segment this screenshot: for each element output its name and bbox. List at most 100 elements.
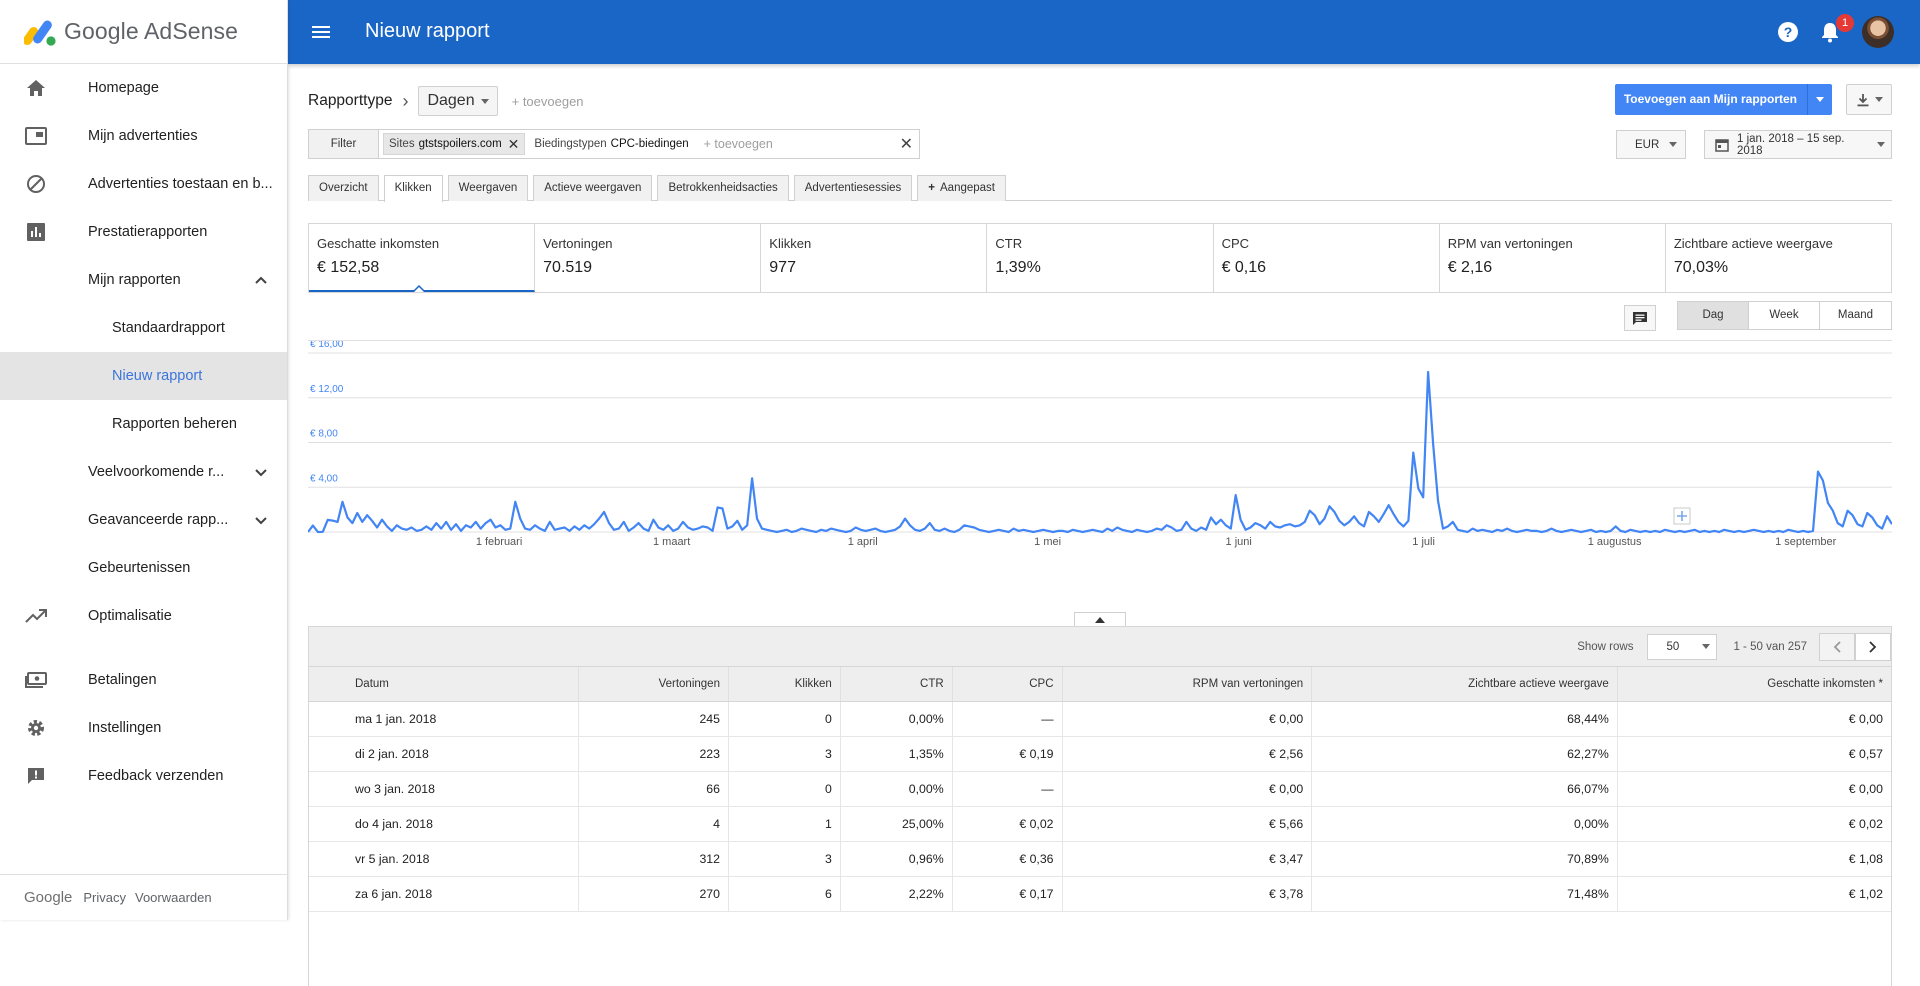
filter-chip-sites[interactable]: Sites gtstspoilers.com ✕	[383, 133, 525, 155]
add-dimension-link[interactable]: + toevoegen	[512, 94, 584, 109]
terms-link[interactable]: Voorwaarden	[135, 890, 212, 905]
chevron-up-icon[interactable]	[251, 270, 271, 290]
metric-value: 70,03%	[1674, 259, 1883, 277]
clear-filters-icon[interactable]: ✕	[900, 134, 913, 154]
feedback-icon	[24, 765, 48, 787]
filter-chip-value: gtstspoilers.com	[419, 138, 502, 150]
sidebar-item-feedback[interactable]: Feedback verzenden	[0, 752, 287, 800]
trending-up-icon	[24, 605, 48, 627]
filter-button[interactable]: Filter	[309, 130, 379, 158]
tab-custom[interactable]: +Aangepast	[917, 175, 1006, 201]
dimension-select[interactable]: Dagen	[418, 86, 497, 116]
metric-value: 977	[769, 259, 978, 277]
column-header-cpc[interactable]: CPC	[952, 667, 1062, 701]
metric-estimated-earnings[interactable]: Geschatte inkomsten € 152,58	[309, 224, 535, 292]
metric-rpm[interactable]: RPM van vertoningen € 2,16	[1440, 224, 1666, 292]
metric-label: CPC	[1222, 236, 1431, 251]
table-cell-impressions: 312	[579, 841, 729, 876]
collapse-chart-button[interactable]	[1074, 612, 1126, 626]
privacy-link[interactable]: Privacy	[83, 890, 126, 905]
tab-active-views[interactable]: Actieve weergaven	[533, 175, 652, 201]
tab-engagement-actions[interactable]: Betrokkenheidsacties	[657, 175, 788, 201]
table-cell-impressions: 66	[579, 771, 729, 806]
filter-chip-bid-types[interactable]: Biedingstypen CPC-biedingen	[529, 133, 693, 155]
tab-overview[interactable]: Overzicht	[308, 175, 379, 201]
date-range-picker[interactable]: 1 jan. 2018 – 15 sep. 2018	[1704, 130, 1892, 159]
table-cell-date: za 6 jan. 2018	[309, 876, 579, 911]
sidebar-item-events[interactable]: Gebeurtenissen	[0, 544, 287, 592]
sidebar-item-my-reports[interactable]: Mijn rapporten	[0, 256, 287, 304]
sidebar-item-new-report[interactable]: Nieuw rapport	[0, 352, 287, 400]
column-header-date[interactable]: Datum	[309, 667, 579, 701]
metric-ctr[interactable]: CTR 1,39%	[987, 224, 1213, 292]
dropdown-caret-icon	[1816, 97, 1824, 102]
table-cell-earnings: € 0,02	[1617, 806, 1891, 841]
metric-impressions[interactable]: Vertoningen 70.519	[535, 224, 761, 292]
metric-label: Vertoningen	[543, 236, 752, 251]
sidebar-item-advanced-reports[interactable]: Geavanceerde rapp...	[0, 496, 287, 544]
chevron-down-icon[interactable]	[251, 462, 271, 482]
sidebar-item-payments[interactable]: Betalingen	[0, 656, 287, 704]
sidebar-item-optimization[interactable]: Optimalisatie	[0, 592, 287, 640]
metric-cpc[interactable]: CPC € 0,16	[1214, 224, 1440, 292]
previous-page-button[interactable]	[1819, 633, 1855, 661]
filter-add-input[interactable]: + toevoegen	[704, 137, 773, 151]
add-annotation-marker[interactable]	[1674, 508, 1690, 524]
period-week-button[interactable]: Week	[1749, 302, 1820, 329]
tab-views[interactable]: Weergaven	[448, 175, 529, 201]
next-page-button[interactable]	[1855, 633, 1891, 661]
sidebar-item-label: Geavanceerde rapp...	[88, 512, 228, 528]
sidebar-item-settings[interactable]: Instellingen	[0, 704, 287, 752]
svg-text:?: ?	[1784, 24, 1793, 40]
tab-ad-sessions[interactable]: Advertentiesessies	[794, 175, 913, 201]
column-header-rpm[interactable]: RPM van vertoningen	[1062, 667, 1312, 701]
metric-clicks[interactable]: Klikken 977	[761, 224, 987, 292]
table-cell-cpc: € 0,19	[952, 736, 1062, 771]
x-tick-label: 1 april	[848, 536, 878, 548]
rows-per-page-select[interactable]: 50	[1647, 634, 1717, 660]
x-tick-label: 1 juli	[1412, 536, 1435, 548]
column-header-impressions[interactable]: Vertoningen	[579, 667, 729, 701]
tab-clicks[interactable]: Klikken	[384, 175, 443, 202]
caret-up-icon	[1095, 617, 1105, 623]
close-icon[interactable]: ✕	[508, 136, 520, 153]
series-line[interactable]	[308, 372, 1892, 532]
sidebar-item-allow-block-ads[interactable]: Advertenties toestaan en b...	[0, 160, 287, 208]
sidebar-item-common-reports[interactable]: Veelvoorkomende r...	[0, 448, 287, 496]
chevron-down-icon[interactable]	[251, 510, 271, 530]
table-cell-date: vr 5 jan. 2018	[309, 841, 579, 876]
help-icon[interactable]: ?	[1776, 20, 1800, 44]
sidebar-item-homepage[interactable]: Homepage	[0, 64, 287, 112]
sidebar-item-label: Mijn rapporten	[88, 272, 181, 288]
sidebar-item-standard-report[interactable]: Standaardrapport	[0, 304, 287, 352]
annotation-button[interactable]	[1624, 305, 1656, 331]
sidebar-item-manage-reports[interactable]: Rapporten beheren	[0, 400, 287, 448]
download-button[interactable]	[1846, 84, 1892, 115]
metric-active-view-viewable[interactable]: Zichtbare actieve weergave 70,03%	[1666, 224, 1891, 292]
chevron-left-icon	[1833, 641, 1841, 653]
sidebar-item-my-ads[interactable]: Mijn advertenties	[0, 112, 287, 160]
column-header-clicks[interactable]: Klikken	[728, 667, 840, 701]
add-to-reports-dropdown[interactable]	[1808, 97, 1832, 102]
table-cell-earnings: € 1,08	[1617, 841, 1891, 876]
column-header-ctr[interactable]: CTR	[840, 667, 952, 701]
metric-value: € 152,58	[317, 259, 526, 277]
brand[interactable]: Google AdSense	[0, 0, 287, 64]
menu-icon[interactable]	[309, 20, 333, 44]
add-to-my-reports-button[interactable]: Toevoegen aan Mijn rapporten	[1615, 84, 1832, 115]
avatar[interactable]	[1862, 16, 1894, 48]
sidebar-item-performance-reports[interactable]: Prestatierapporten	[0, 208, 287, 256]
column-header-active-view[interactable]: Zichtbare actieve weergave	[1312, 667, 1618, 701]
table-cell-date: ma 1 jan. 2018	[309, 701, 579, 736]
table-cell-cpc: € 0,02	[952, 806, 1062, 841]
filter-chip-value: CPC-biedingen	[611, 138, 689, 150]
period-day-button[interactable]: Dag	[1678, 302, 1749, 329]
block-icon	[24, 173, 48, 195]
rows-per-page-value: 50	[1666, 641, 1679, 653]
column-header-earnings[interactable]: Geschatte inkomsten *	[1617, 667, 1891, 701]
period-month-button[interactable]: Maand	[1820, 302, 1891, 329]
currency-select[interactable]: EUR	[1616, 130, 1686, 159]
